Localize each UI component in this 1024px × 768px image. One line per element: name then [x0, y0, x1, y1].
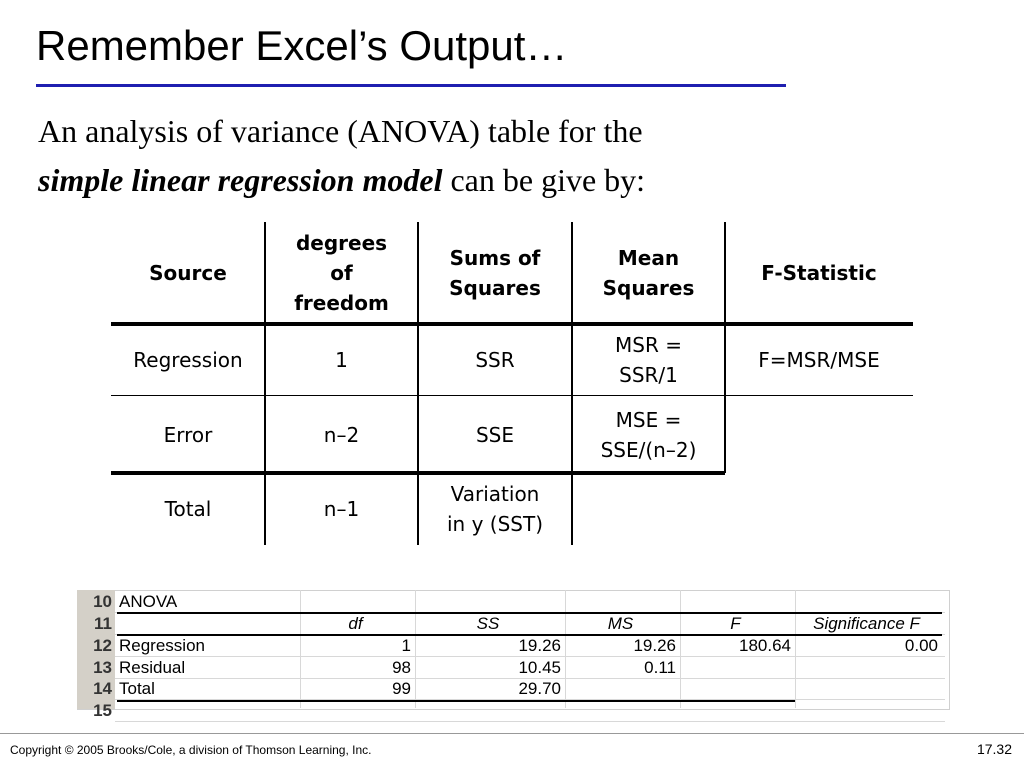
- table-cell: Total: [111, 473, 265, 545]
- copyright: Copyright © 2005 Brooks/Cole, a division…: [10, 743, 372, 757]
- grid-line: [680, 590, 681, 708]
- excel-cell: 29.70: [518, 679, 561, 698]
- cell-line: Mean: [617, 246, 680, 270]
- table-rule: [111, 395, 913, 396]
- table-cell: MSE = SSE/(n–2): [572, 396, 725, 473]
- table-cell: n–1: [265, 473, 418, 545]
- cell-line: Source: [149, 261, 227, 285]
- row-number: 15: [93, 701, 112, 720]
- table-rule: [571, 222, 573, 545]
- cell-line: SSR: [475, 348, 515, 372]
- row-number: 10: [93, 592, 112, 611]
- cell-line: SSE: [475, 422, 515, 447]
- cell-line: MSR =: [615, 333, 682, 357]
- excel-rule: [117, 634, 942, 636]
- title-rule: [36, 84, 786, 87]
- header-cell: degrees of freedom: [265, 222, 418, 324]
- footer-rule: [0, 733, 1024, 734]
- title: Remember Excel’s Output…: [36, 22, 568, 69]
- header-cell: Source: [111, 222, 265, 324]
- excel-cell: 98: [392, 658, 411, 677]
- excel-cell: 10.45: [518, 658, 561, 677]
- table-cell: Error: [111, 396, 265, 473]
- excel-cell: 1: [401, 636, 411, 655]
- grid-line: [795, 590, 796, 708]
- excel-cell: 99: [392, 679, 411, 698]
- row-header-bg: [77, 590, 115, 709]
- excel-rule: [117, 612, 942, 614]
- cell-line: SSE/(n–2): [600, 437, 697, 462]
- excel-cell: Regression: [119, 636, 205, 655]
- cell-line: n–1: [323, 497, 360, 521]
- cell-line: Squares: [602, 276, 695, 300]
- table-cell: Regression: [111, 324, 265, 396]
- cell-line: degrees: [295, 231, 388, 255]
- excel-cell: ANOVA: [119, 592, 178, 611]
- table-rule: [417, 222, 419, 545]
- cell-line: SSR/1: [619, 363, 678, 387]
- table-rule: [264, 222, 266, 545]
- intro-rest: can be give by:: [442, 162, 646, 198]
- excel-cell: F: [730, 614, 741, 633]
- row-number: 14: [93, 679, 112, 698]
- header-cell: Mean Squares: [572, 222, 725, 324]
- excel-cell: Total: [119, 679, 155, 698]
- excel-cell: SS: [476, 614, 500, 633]
- cell-line: Total: [164, 497, 212, 521]
- header-cell: F-Statistic: [725, 222, 913, 324]
- excel-cell: Significance F: [813, 614, 920, 633]
- intro-line: simple linear regression model can be gi…: [38, 162, 645, 199]
- row-number: 13: [93, 658, 112, 677]
- grid-line: [115, 721, 945, 722]
- table-cell: MSR = SSR/1: [572, 324, 725, 396]
- table-rule: [111, 322, 913, 326]
- row-number: 12: [93, 636, 112, 655]
- cell-line: Squares: [449, 276, 541, 300]
- excel-bg: [77, 590, 950, 710]
- cell-line: Error: [163, 422, 213, 447]
- excel-cell: 19.26: [518, 636, 561, 655]
- intro-line: An analysis of variance (ANOVA) table fo…: [38, 113, 643, 149]
- table-cell: 1: [265, 324, 418, 396]
- grid-line: [115, 678, 945, 679]
- excel-cell: 180.64: [739, 636, 791, 655]
- table-cell: n–2: [265, 396, 418, 473]
- cell-line: freedom: [294, 291, 389, 315]
- cell-line: Variation: [450, 482, 540, 506]
- excel-cell: 19.26: [633, 636, 676, 655]
- table-rule: [724, 222, 726, 473]
- excel-cell: 0.11: [644, 658, 676, 677]
- cell-line: F=MSR/MSE: [758, 348, 880, 372]
- excel-cell: 0.00: [904, 636, 938, 655]
- grid-line: [565, 590, 566, 708]
- cell-line: 1: [335, 348, 348, 372]
- excel-rule: [117, 700, 795, 702]
- table-cell: SSE: [418, 396, 572, 473]
- cell-line: Regression: [133, 348, 243, 372]
- table-cell: Variation in y (SST): [418, 473, 572, 545]
- page-number: 17.32: [976, 741, 1012, 757]
- grid-line: [300, 590, 301, 708]
- table-cell: F=MSR/MSE: [725, 324, 913, 396]
- excel-cell: Residual: [119, 658, 186, 677]
- excel-cell: df: [348, 614, 363, 633]
- row-number: 11: [94, 614, 112, 633]
- excel-cell: MS: [607, 614, 634, 633]
- cell-line: in y (SST): [447, 512, 543, 536]
- table-cell: SSR: [418, 324, 572, 396]
- grid-line: [415, 590, 416, 708]
- grid-line: [115, 656, 945, 657]
- cell-line: of: [330, 261, 353, 285]
- cell-line: n–2: [323, 422, 360, 447]
- cell-line: MSE =: [615, 407, 682, 432]
- header-cell: Sums of Squares: [418, 222, 572, 324]
- cell-line: Sums of: [449, 246, 541, 270]
- cell-line: F-Statistic: [761, 261, 877, 285]
- grid-line: [115, 699, 945, 700]
- emphasis: simple linear regression model: [38, 162, 443, 198]
